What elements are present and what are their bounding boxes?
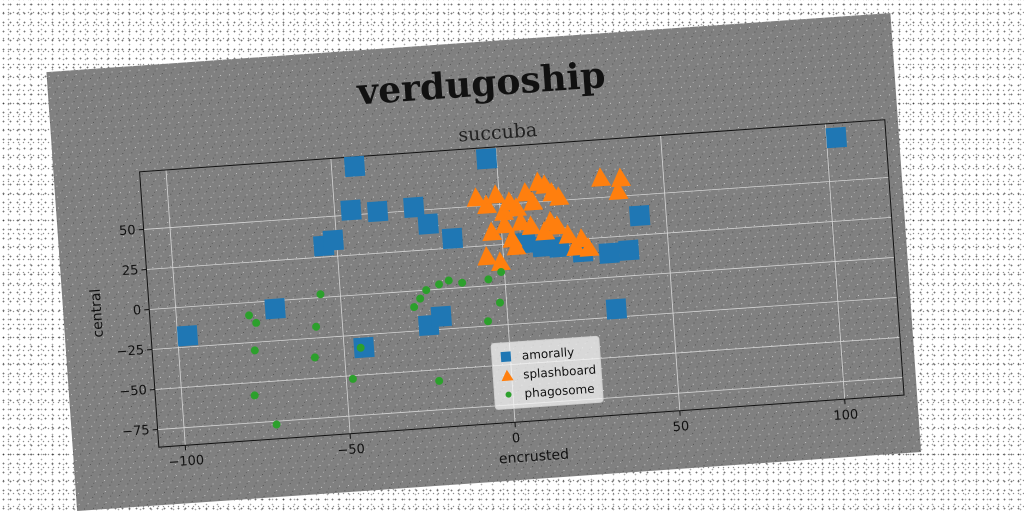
point-phagosome (422, 286, 431, 295)
point-splashboard (591, 167, 612, 187)
point-amorally (176, 325, 199, 347)
point-splashboard (491, 251, 512, 272)
point-amorally (475, 148, 498, 170)
point-amorally (629, 205, 651, 227)
point-amorally (531, 235, 554, 258)
point-phagosome (444, 276, 453, 285)
point-splashboard (611, 167, 632, 188)
point-amorally (598, 242, 620, 264)
x-tick-label: 50 (672, 419, 690, 435)
y-tick-label: 50 (119, 223, 137, 239)
point-amorally (403, 196, 425, 219)
point-phagosome (495, 298, 504, 307)
point-phagosome (484, 275, 493, 284)
y-grid-line (152, 297, 898, 350)
point-phagosome (310, 353, 319, 362)
point-amorally (441, 227, 464, 250)
point-phagosome (416, 294, 425, 303)
point-amorally (343, 155, 366, 178)
x-tick-label: −100 (168, 453, 205, 470)
chart-subtitle: succuba (458, 119, 538, 146)
point-amorally (605, 298, 628, 320)
legend-label-splashboard: splashboard (523, 362, 597, 381)
point-splashboard (608, 180, 629, 201)
plot-area: −100 −50 0 50 100 −75 −50 −25 0 25 50 encrusted cent… (88, 119, 905, 470)
point-splashboard (549, 186, 570, 206)
point-amorally (825, 126, 848, 149)
point-splashboard (548, 215, 569, 235)
point-splashboard (495, 214, 516, 234)
point-phagosome (245, 311, 254, 320)
legend-label-phagosome: phagosome (524, 382, 595, 401)
point-splashboard (558, 224, 579, 244)
y-tick-label: −25 (116, 343, 144, 360)
point-amorally (417, 213, 439, 235)
legend-marker-phagosome (505, 391, 512, 398)
point-amorally (340, 199, 362, 221)
point-phagosome (316, 290, 325, 299)
point-phagosome (497, 268, 506, 277)
point-phagosome (252, 318, 261, 327)
point-splashboard (482, 221, 503, 242)
x-axis-label: encrusted (498, 447, 569, 468)
legend-marker-amorally (500, 351, 512, 363)
point-phagosome (435, 376, 444, 385)
y-tick-label: 0 (133, 303, 142, 319)
point-amorally (264, 298, 286, 320)
y-tick-label: −50 (119, 383, 147, 400)
legend-box (490, 335, 604, 410)
figure: verdugoship succuba −100−50050100−75−50−… (46, 13, 922, 512)
legend-marker-splashboard (501, 369, 514, 382)
x-tick-label: 0 (511, 431, 520, 447)
point-phagosome (458, 278, 467, 287)
x-tick-label: −50 (337, 442, 365, 459)
point-splashboard (521, 215, 542, 236)
point-phagosome (250, 346, 259, 355)
point-splashboard (477, 194, 498, 215)
legend-label-amorally: amorally (521, 345, 574, 363)
point-splashboard (535, 220, 556, 241)
point-splashboard (523, 191, 544, 211)
point-splashboard (486, 184, 507, 204)
y-tick-label: 25 (121, 263, 139, 279)
point-splashboard (579, 237, 600, 257)
y-axis-label: central (88, 288, 107, 338)
point-phagosome (312, 322, 321, 331)
point-phagosome (410, 303, 419, 312)
x-tick-label: 100 (833, 407, 859, 424)
y-tick-label: −75 (122, 423, 150, 440)
point-splashboard (466, 187, 487, 207)
point-splashboard (507, 197, 528, 217)
point-phagosome (250, 391, 259, 400)
point-amorally (430, 305, 452, 328)
point-phagosome (484, 317, 493, 326)
point-amorally (618, 239, 640, 261)
point-phagosome (435, 280, 444, 289)
point-amorally (366, 200, 389, 223)
point-amorally (322, 229, 344, 251)
point-phagosome (356, 343, 365, 352)
point-phagosome (272, 420, 281, 429)
point-phagosome (348, 374, 357, 383)
point-splashboard (477, 245, 498, 266)
point-splashboard (506, 235, 527, 256)
